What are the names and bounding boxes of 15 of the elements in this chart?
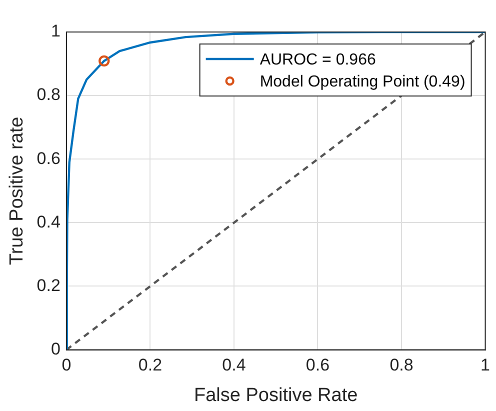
- y-tick-label: 0.2: [36, 276, 60, 295]
- x-tick-label: 0.2: [138, 356, 162, 375]
- x-tick-label: 1: [480, 356, 490, 375]
- x-tick-label: 0.8: [390, 356, 414, 375]
- y-axis-title: True Positive rate: [6, 116, 28, 265]
- y-tick-label: 0.6: [36, 148, 60, 168]
- legend-label: Model Operating Point (0.49): [260, 73, 466, 90]
- x-axis-title: False Positive Rate: [194, 384, 358, 406]
- y-tick-label: 0.4: [36, 212, 60, 232]
- x-tick-label: 0.4: [222, 356, 246, 375]
- legend-label: AUROC = 0.966: [260, 51, 376, 68]
- y-tick-label: 1: [50, 22, 60, 41]
- x-tick-label: 0.6: [306, 356, 330, 375]
- y-tick-label: 0.8: [36, 85, 60, 104]
- y-tick-label: 0: [50, 339, 60, 358]
